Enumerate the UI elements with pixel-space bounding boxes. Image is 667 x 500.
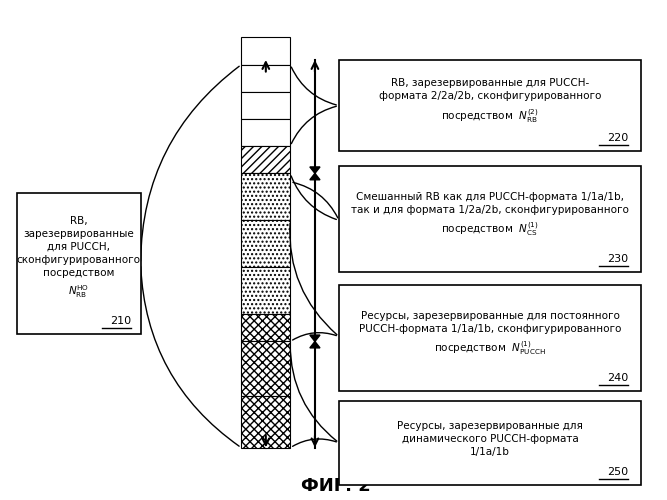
Polygon shape — [310, 174, 320, 180]
Bar — [339, 401, 642, 485]
Text: 220: 220 — [607, 133, 628, 143]
Text: RB,
зарезервированные
для PUCCH,
сконфигурированного
посредством
$N_{\mathrm{RB}: RB, зарезервированные для PUCCH, сконфиг… — [17, 216, 141, 300]
Bar — [241, 174, 290, 220]
Text: 240: 240 — [607, 373, 628, 383]
Bar — [241, 119, 290, 146]
Text: ФИГ. 2: ФИГ. 2 — [301, 477, 371, 495]
Text: Ресурсы, зарезервированные для постоянного
PUCCH-формата 1/1a/1b, сконфигурирова: Ресурсы, зарезервированные для постоянно… — [359, 310, 622, 357]
Bar — [339, 166, 642, 272]
Bar — [17, 193, 141, 334]
Bar — [241, 268, 290, 314]
Polygon shape — [310, 167, 320, 173]
Bar — [241, 64, 290, 92]
Text: 210: 210 — [109, 316, 131, 326]
Bar — [241, 146, 290, 174]
Bar — [241, 396, 290, 448]
Bar — [339, 284, 642, 391]
Text: Ресурсы, зарезервированные для
динамического PUCCH-формата
1/1a/1b: Ресурсы, зарезервированные для динамичес… — [398, 420, 583, 457]
Bar — [241, 38, 290, 64]
Text: Смешанный RB как для PUCCH-формата 1/1a/1b,
так и для формата 1/2a/2b, сконфигур: Смешанный RB как для PUCCH-формата 1/1a/… — [352, 192, 629, 238]
Text: RB, зарезервированные для PUCCH-
формата 2/2a/2b, сконфигурированного
посредство: RB, зарезервированные для PUCCH- формата… — [379, 78, 602, 124]
Bar — [241, 342, 290, 396]
Text: 230: 230 — [608, 254, 628, 264]
Bar — [241, 92, 290, 119]
Polygon shape — [310, 335, 320, 342]
Bar — [241, 314, 290, 342]
Polygon shape — [310, 342, 320, 348]
Bar — [339, 60, 642, 151]
Bar — [241, 220, 290, 268]
Text: 250: 250 — [608, 467, 628, 477]
